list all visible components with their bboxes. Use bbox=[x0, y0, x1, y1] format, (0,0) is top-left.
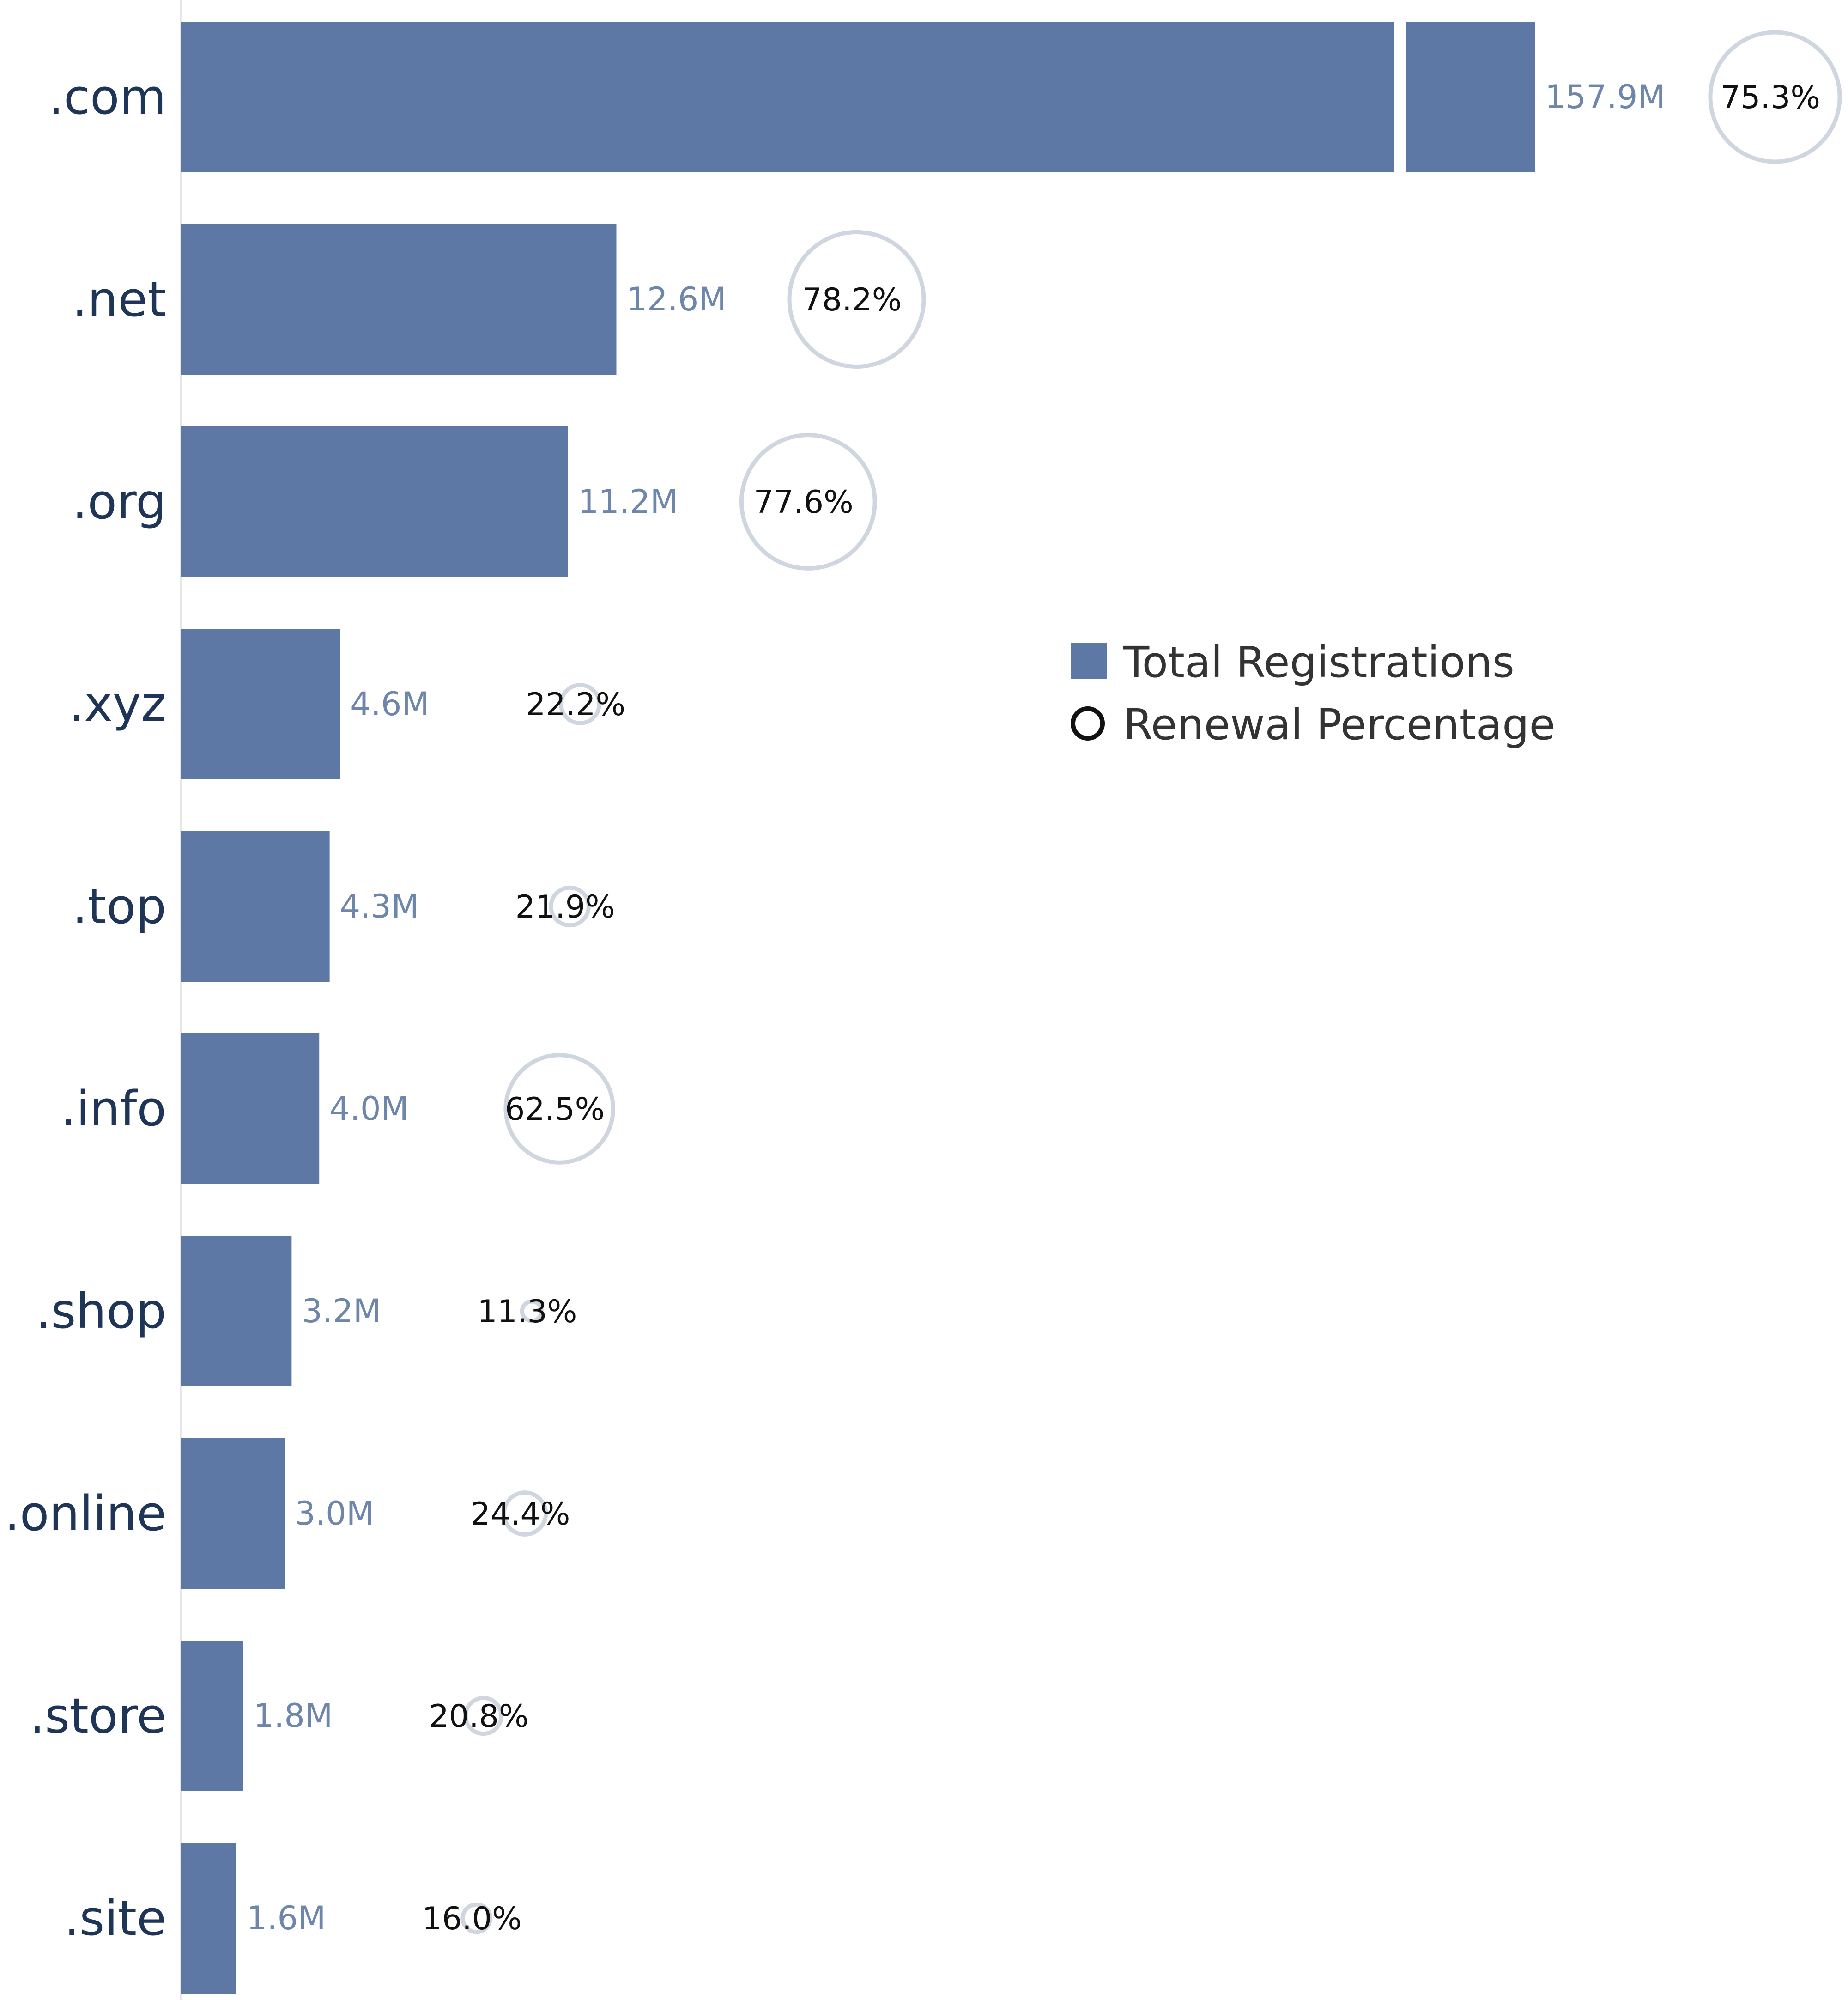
renewal-percent-label: 24.4% bbox=[470, 1496, 570, 1532]
value-label: 4.6M bbox=[350, 685, 430, 723]
value-label: 4.3M bbox=[340, 888, 419, 925]
bar[interactable] bbox=[181, 1641, 243, 1791]
renewal-circle[interactable] bbox=[520, 1299, 544, 1323]
category-label: .xyz bbox=[69, 676, 166, 732]
renewal-percent-label: 20.8% bbox=[429, 1698, 529, 1735]
renewal-percent-label: 21.9% bbox=[515, 889, 615, 925]
value-label: 3.2M bbox=[302, 1292, 381, 1330]
category-label: .top bbox=[73, 878, 166, 935]
renewal-circle[interactable] bbox=[739, 433, 877, 571]
category-label: .site bbox=[64, 1890, 166, 1946]
legend-bar-swatch bbox=[1071, 643, 1107, 679]
value-label: 11.2M bbox=[578, 483, 678, 521]
category-label: .com bbox=[48, 69, 166, 125]
value-label: 1.6M bbox=[247, 1899, 326, 1937]
legend-label-renewal-percentage: Renewal Percentage bbox=[1123, 700, 1555, 749]
bar-segment[interactable] bbox=[181, 22, 1394, 172]
renewal-circle[interactable] bbox=[549, 885, 591, 928]
value-label: 1.8M bbox=[254, 1697, 333, 1735]
renewal-percent-label: 78.2% bbox=[802, 282, 902, 318]
category-label: .store bbox=[30, 1688, 166, 1744]
bar[interactable] bbox=[181, 1438, 285, 1589]
renewal-circle[interactable] bbox=[1708, 30, 1842, 164]
category-label: .shop bbox=[36, 1283, 166, 1339]
bar[interactable] bbox=[181, 426, 568, 577]
legend-label-total-registrations: Total Registrations bbox=[1123, 638, 1515, 687]
renewal-percent-label: 62.5% bbox=[505, 1091, 605, 1128]
renewal-circle[interactable] bbox=[503, 1053, 615, 1165]
value-label: 3.0M bbox=[295, 1495, 374, 1532]
category-label: .info bbox=[61, 1081, 166, 1137]
category-label: .online bbox=[5, 1485, 166, 1542]
category-label: .net bbox=[72, 271, 166, 328]
bar[interactable] bbox=[181, 224, 617, 375]
category-label: .org bbox=[72, 474, 166, 530]
renewal-percent-label: 22.2% bbox=[526, 687, 625, 723]
bar-segment-broken[interactable] bbox=[1406, 22, 1535, 172]
bar[interactable] bbox=[181, 629, 340, 779]
renewal-circle[interactable] bbox=[559, 683, 601, 725]
renewal-percent-label: 11.3% bbox=[477, 1294, 577, 1330]
renewal-percent-label: 16.0% bbox=[422, 1901, 522, 1937]
renewal-percent-label: 77.6% bbox=[754, 484, 854, 521]
renewal-circle[interactable] bbox=[502, 1490, 548, 1537]
legend-circle-icon bbox=[1071, 706, 1105, 741]
bar[interactable] bbox=[181, 831, 330, 982]
renewal-circle[interactable] bbox=[460, 1902, 492, 1934]
bar[interactable] bbox=[181, 1843, 236, 1994]
renewal-circle[interactable] bbox=[787, 230, 926, 369]
value-label: 4.0M bbox=[329, 1090, 409, 1128]
value-label: 12.6M bbox=[626, 280, 726, 318]
renewal-circle[interactable] bbox=[463, 1696, 503, 1736]
bar[interactable] bbox=[181, 1033, 320, 1184]
value-label: 157.9M bbox=[1545, 78, 1666, 116]
renewal-percent-label: 75.3% bbox=[1721, 79, 1820, 116]
bar[interactable] bbox=[181, 1236, 292, 1386]
